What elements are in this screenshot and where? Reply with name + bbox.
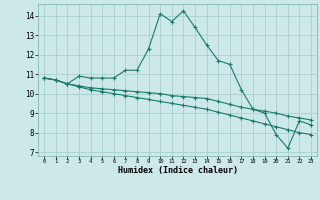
X-axis label: Humidex (Indice chaleur): Humidex (Indice chaleur) (118, 166, 238, 175)
